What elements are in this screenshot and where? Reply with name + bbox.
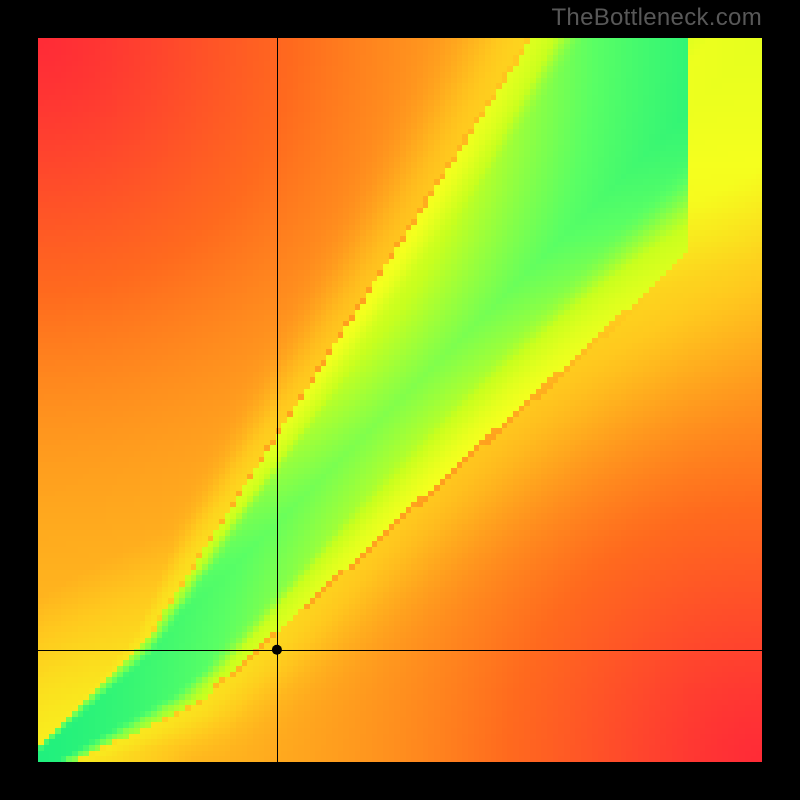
chart-container: TheBottleneck.com [0,0,800,800]
bottleneck-heatmap [38,38,762,762]
watermark-text: TheBottleneck.com [551,4,762,32]
